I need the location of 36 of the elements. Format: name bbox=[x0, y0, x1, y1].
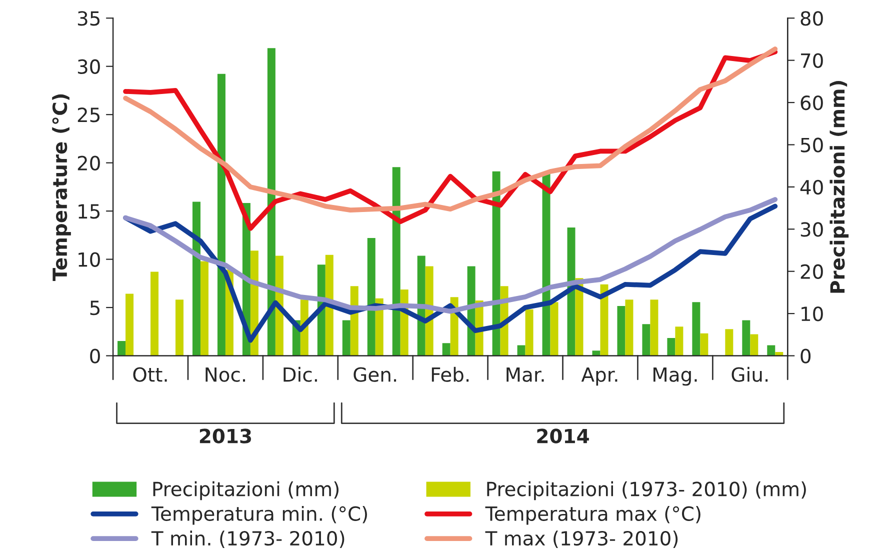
legend-label: T max (1973- 2010) bbox=[485, 530, 678, 548]
y2-tick-label: 40 bbox=[800, 180, 823, 195]
y-tick-label: 35 bbox=[78, 11, 100, 26]
y2-tick-label: 30 bbox=[800, 222, 823, 237]
y-tick-label: 20 bbox=[78, 156, 100, 170]
y-tick-label: 0 bbox=[90, 348, 100, 364]
y2-tick-label: 0 bbox=[800, 348, 811, 364]
x-tick-label: Noc. bbox=[206, 367, 246, 382]
y2-tick-label: 10 bbox=[802, 306, 823, 322]
legend-label: Precipitazioni (mm) bbox=[153, 481, 338, 500]
y-axis-title: Temperature (°C) bbox=[52, 94, 71, 282]
y-tick-label: 25 bbox=[78, 108, 100, 122]
x-tick-label: Apr. bbox=[581, 367, 618, 386]
y-tick-label: 30 bbox=[78, 59, 100, 74]
text: 2013 bbox=[200, 428, 251, 444]
legend-label: Temperatura max (°C) bbox=[485, 506, 700, 525]
y2-tick-label: 70 bbox=[801, 53, 823, 68]
x-tick-label: Feb. bbox=[432, 366, 469, 382]
y2-tick-label: 20 bbox=[800, 264, 823, 280]
x-tick-label: Dic. bbox=[284, 366, 317, 382]
legend-label: Temperatura min. (°C) bbox=[151, 506, 367, 525]
y2-tick-label: 80 bbox=[800, 11, 823, 26]
x-tick-label: Mag. bbox=[654, 367, 697, 386]
x-tick-label: Ott. bbox=[133, 367, 167, 382]
legend-label: Precipitazioni (1973- 2010) (mm) bbox=[487, 481, 806, 500]
x-tick-label: Giu. bbox=[732, 366, 768, 382]
legend-label: T min. (1973- 2010) bbox=[151, 530, 344, 548]
y2-tick-label: 50 bbox=[800, 138, 823, 152]
x-tick-label: Gen. bbox=[354, 367, 396, 382]
x-tick-label: Mar. bbox=[506, 367, 544, 382]
y-tick-label: 15 bbox=[78, 204, 100, 219]
y2-tick-label: 60 bbox=[800, 95, 823, 110]
text: 2014 bbox=[537, 428, 589, 444]
y2-axis-title: Precipitazioni (mm) bbox=[830, 81, 849, 293]
y-tick-label: 5 bbox=[90, 300, 100, 316]
y-tick-label: 10 bbox=[78, 252, 100, 267]
